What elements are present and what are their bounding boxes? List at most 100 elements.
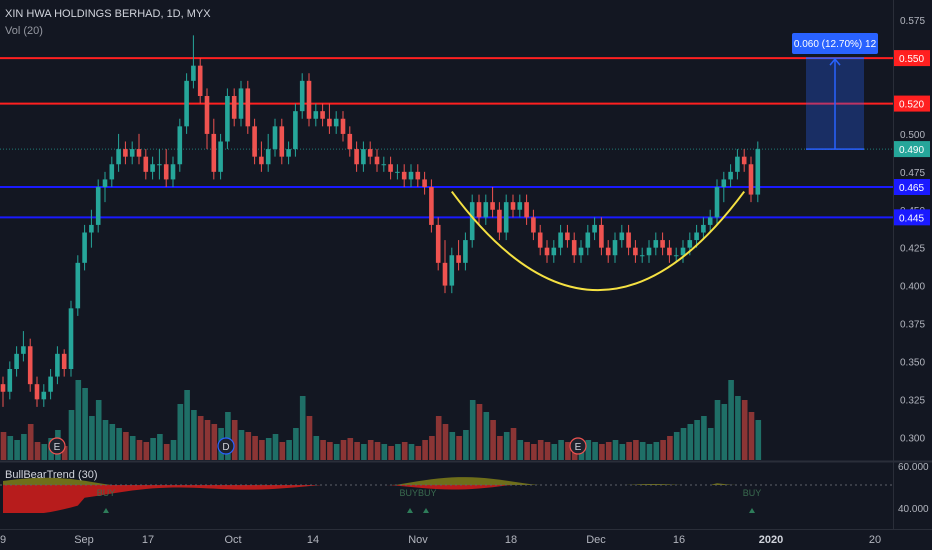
candle-body <box>41 391 47 400</box>
volume-bar <box>639 442 646 460</box>
level-label-bg <box>894 179 930 195</box>
chart-title: XIN HWA HOLDINGS BERHAD, 1D, MYX <box>5 8 211 20</box>
candle-body <box>551 247 557 256</box>
time-tick: 9 <box>0 534 6 546</box>
measure-label: 0.060 (12.70%) 12 <box>794 39 877 50</box>
candle-body <box>82 232 87 263</box>
last-price-bg <box>894 141 930 158</box>
candle-body <box>279 126 285 157</box>
volume-bar <box>367 440 374 460</box>
candle-body <box>429 187 434 225</box>
candle-body <box>408 171 414 180</box>
volume-bar <box>490 420 496 460</box>
candle-body <box>605 247 611 256</box>
volume-bar <box>422 440 428 460</box>
candle-body <box>231 96 237 119</box>
candle-body <box>367 149 373 157</box>
volume-bar <box>163 444 170 460</box>
candle-body <box>293 111 298 150</box>
volume-bar <box>191 410 197 460</box>
volume-bar <box>320 440 326 460</box>
volume-bar <box>680 428 687 460</box>
candle-body <box>558 232 563 248</box>
price-tick: 0.325 <box>900 395 925 406</box>
volume-bar <box>306 416 313 460</box>
volume-bar <box>197 416 204 460</box>
volume-bar <box>14 440 20 460</box>
candle-body <box>361 149 366 165</box>
volume-bar <box>497 436 503 460</box>
candle-body <box>89 224 94 233</box>
time-tick: Dec <box>586 534 606 546</box>
volume-bar <box>408 444 415 460</box>
volume-bar <box>238 430 245 460</box>
time-tick: Nov <box>408 534 428 546</box>
measure-label-bg <box>792 33 878 54</box>
candle-body <box>95 187 101 225</box>
candle-body <box>374 156 380 165</box>
event-marker-label: E <box>54 442 61 453</box>
candle-body <box>755 149 761 195</box>
volume-bar <box>476 404 483 460</box>
candle-body <box>102 179 108 187</box>
candle-body <box>667 247 672 256</box>
volume-bar <box>728 380 734 460</box>
price-tick: 0.350 <box>900 357 925 368</box>
candle-body <box>21 346 26 354</box>
candle-body <box>735 156 740 172</box>
volume-bar <box>456 436 462 460</box>
candle-body <box>306 80 312 119</box>
volume-bar <box>116 428 122 460</box>
volume-bar <box>231 420 238 460</box>
candle-body <box>599 224 604 248</box>
candle-body <box>531 217 536 233</box>
volume-bar <box>89 416 95 460</box>
candle-body <box>544 247 550 256</box>
volume-bar <box>0 432 7 460</box>
volume-bar <box>204 420 211 460</box>
volume-bar <box>735 396 741 460</box>
candle-body <box>435 224 441 263</box>
volume-bar <box>544 442 551 460</box>
volume-bar <box>565 442 571 460</box>
candle-body <box>320 111 325 119</box>
price-tick: 0.475 <box>900 168 925 179</box>
candle-body <box>272 126 278 150</box>
volume-bar <box>599 444 605 460</box>
volume-bar <box>687 424 694 460</box>
volume-bar <box>524 442 530 460</box>
time-tick: 2020 <box>759 534 783 546</box>
volume-bar <box>129 436 136 460</box>
candle-body <box>48 376 53 392</box>
candle-body <box>157 164 162 166</box>
candle-body <box>395 171 400 173</box>
price-tick: 0.400 <box>900 282 925 293</box>
candle-body <box>503 202 509 233</box>
price-tick: 0.500 <box>900 130 925 141</box>
volume-bar <box>150 438 156 460</box>
candle-body <box>476 202 482 218</box>
time-tick: 16 <box>673 534 685 546</box>
volume-bar <box>82 388 88 460</box>
candle-body <box>191 65 196 81</box>
candle-body <box>619 232 625 241</box>
volume-bar <box>395 444 401 460</box>
price-tick: 0.300 <box>900 433 925 444</box>
volume-bar <box>558 440 564 460</box>
signal-arrow <box>407 508 413 513</box>
volume-bar <box>259 440 265 460</box>
volume-bar <box>340 440 347 460</box>
candle-body <box>129 149 135 157</box>
volume-bar <box>585 440 592 460</box>
candle-body <box>537 232 543 248</box>
volume-bar <box>252 436 258 460</box>
candle-body <box>150 164 155 172</box>
candle-body <box>721 179 727 187</box>
candle-body <box>381 164 387 166</box>
volume-bar <box>415 446 422 460</box>
volume-bar <box>381 444 388 460</box>
level-label: 0.445 <box>899 213 924 224</box>
candle-body <box>327 118 332 127</box>
candle-body <box>741 156 747 165</box>
